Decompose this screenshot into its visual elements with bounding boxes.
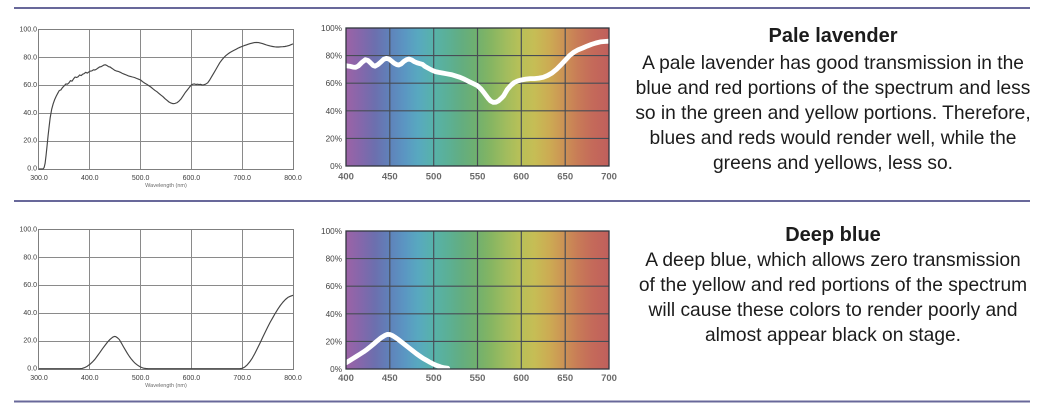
svg-text:40%: 40%: [326, 310, 342, 319]
svg-text:700.0: 700.0: [233, 375, 251, 382]
svg-text:600: 600: [513, 172, 529, 183]
svg-text:Wavelength (nm): Wavelength (nm): [145, 183, 187, 189]
svg-text:100.0: 100.0: [19, 227, 37, 234]
svg-text:400.0: 400.0: [81, 175, 99, 182]
svg-text:0.0: 0.0: [27, 366, 37, 373]
svg-text:650: 650: [557, 172, 573, 183]
svg-text:0%: 0%: [330, 162, 342, 171]
svg-text:20%: 20%: [326, 337, 342, 346]
svg-text:700: 700: [601, 373, 617, 384]
svg-text:800.0: 800.0: [284, 375, 302, 382]
svg-text:100.0: 100.0: [19, 27, 37, 34]
svg-text:300.0: 300.0: [30, 375, 48, 382]
svg-text:500: 500: [426, 172, 442, 183]
svg-text:80.0: 80.0: [23, 54, 37, 61]
svg-text:500.0: 500.0: [132, 375, 150, 382]
svg-text:0%: 0%: [330, 365, 342, 374]
svg-text:400: 400: [338, 172, 354, 183]
svg-text:450: 450: [382, 172, 398, 183]
svg-text:Wavelength (nm): Wavelength (nm): [145, 383, 187, 389]
svg-text:400: 400: [338, 373, 354, 384]
svg-text:40.0: 40.0: [23, 310, 37, 317]
svg-text:800.0: 800.0: [284, 175, 302, 182]
svg-text:60.0: 60.0: [23, 282, 37, 289]
svg-text:100%: 100%: [321, 227, 342, 236]
svg-text:0.0: 0.0: [27, 166, 37, 173]
svg-text:80.0: 80.0: [23, 254, 37, 261]
svg-text:60.0: 60.0: [23, 82, 37, 89]
svg-text:550: 550: [470, 172, 486, 183]
svg-text:40%: 40%: [326, 107, 342, 116]
svg-text:100%: 100%: [321, 24, 342, 33]
svg-text:500.0: 500.0: [132, 175, 150, 182]
svg-text:700.0: 700.0: [233, 175, 251, 182]
svg-text:400.0: 400.0: [81, 375, 99, 382]
svg-text:20%: 20%: [326, 134, 342, 143]
svg-text:20.0: 20.0: [23, 338, 37, 345]
svg-text:80%: 80%: [326, 255, 342, 264]
svg-text:80%: 80%: [326, 52, 342, 61]
svg-text:550: 550: [470, 373, 486, 384]
svg-text:600: 600: [513, 373, 529, 384]
svg-text:60%: 60%: [326, 282, 342, 291]
svg-text:600.0: 600.0: [183, 175, 201, 182]
svg-text:600.0: 600.0: [183, 375, 201, 382]
svg-text:500: 500: [426, 373, 442, 384]
svg-text:450: 450: [382, 373, 398, 384]
svg-text:40.0: 40.0: [23, 110, 37, 117]
svg-text:300.0: 300.0: [30, 175, 48, 182]
svg-text:650: 650: [557, 373, 573, 384]
svg-text:60%: 60%: [326, 79, 342, 88]
svg-text:20.0: 20.0: [23, 138, 37, 145]
svg-text:700: 700: [601, 172, 617, 183]
